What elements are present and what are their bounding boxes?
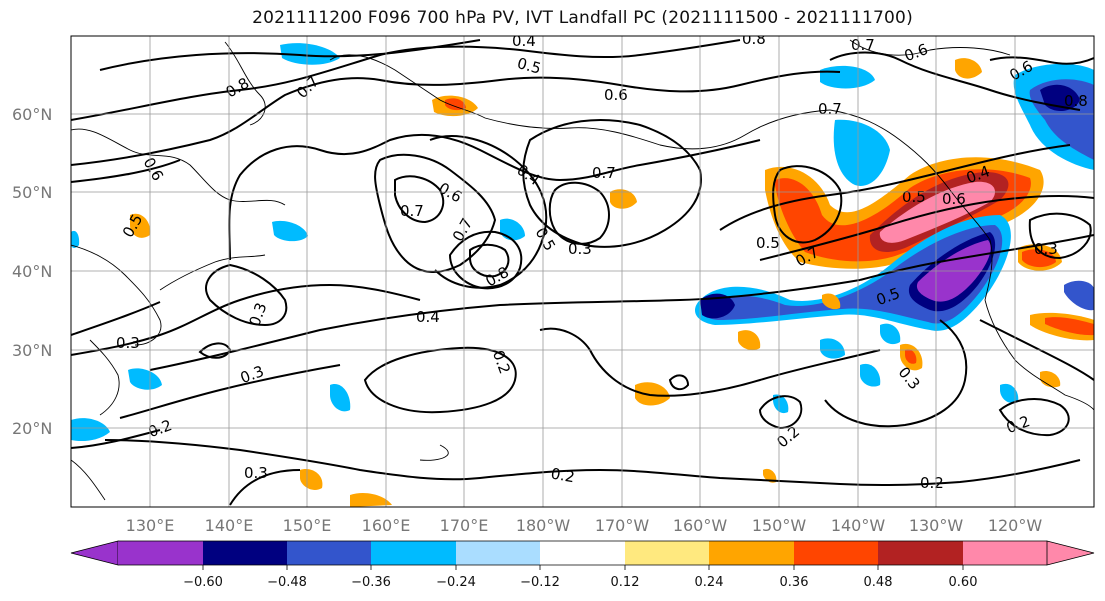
patch-4 <box>272 220 308 242</box>
opatch-14 <box>763 468 777 483</box>
colorbar-segment <box>203 541 287 565</box>
lon-label: 140°W <box>831 516 886 535</box>
lat-label: 20°N <box>12 419 52 438</box>
colorbar-tick-label: −0.36 <box>351 575 391 590</box>
negative-small-west <box>700 293 735 319</box>
patch-10 <box>860 363 881 387</box>
lon-label: 170°W <box>595 516 650 535</box>
colorbar-segment <box>540 541 625 565</box>
colorbar-segment <box>287 541 371 565</box>
opatch-3 <box>130 213 151 238</box>
patch-7 <box>330 384 351 412</box>
colorbar-segment <box>794 541 878 565</box>
opatch-13 <box>822 293 841 310</box>
colorbar: −0.60 −0.48 −0.36 −0.24 −0.12 0.12 0.24 … <box>70 540 1095 590</box>
lat-label: 60°N <box>12 105 52 124</box>
patch-8 <box>71 418 110 442</box>
opatch-8b <box>1022 249 1056 268</box>
contour-label: 0.3 <box>568 240 592 258</box>
contour-label: 0.3 <box>244 464 268 482</box>
colorbar-segment <box>709 541 794 565</box>
lon-label: 150°W <box>752 516 807 535</box>
opatch-4 <box>955 58 982 79</box>
lon-label: 180°W <box>516 516 571 535</box>
colorbar-labels: −0.60 −0.48 −0.36 −0.24 −0.12 0.12 0.24 … <box>183 575 977 590</box>
patch-6 <box>128 368 162 390</box>
contour-label: 0.7 <box>400 202 424 220</box>
lon-label: 130°E <box>126 516 175 535</box>
lon-labels: 130°E 140°E 150°E 160°E 170°E 180°W 170°… <box>126 516 1043 535</box>
lon-label: 160°E <box>362 516 411 535</box>
colorbar-tick-label: 0.60 <box>949 575 978 590</box>
colorbar-tick-label: −0.60 <box>183 575 223 590</box>
colorbar-tick-label: 0.24 <box>695 575 724 590</box>
plot-frame <box>70 35 1095 508</box>
lon-label: 120°W <box>988 516 1043 535</box>
contour-label: 0.6 <box>942 190 966 208</box>
patch-3 <box>833 119 890 186</box>
colorbar-segment <box>456 541 540 565</box>
contour-label: 0.3 <box>1034 240 1058 258</box>
patch-13 <box>1000 383 1019 404</box>
colorbar-min-arrow <box>70 540 119 566</box>
contour-label: 0.8 <box>742 30 766 48</box>
lon-label: 130°W <box>909 516 964 535</box>
lon-label: 150°E <box>283 516 332 535</box>
opatch-12 <box>1040 370 1061 388</box>
colorbar-segment <box>963 541 1047 565</box>
contour-label: 0.4 <box>512 32 536 50</box>
patch-9 <box>820 338 845 359</box>
patch-1 <box>280 43 340 65</box>
opatch-10 <box>300 469 323 490</box>
gridlines <box>71 36 1094 507</box>
contour-label: 0.6 <box>604 86 628 104</box>
colorbar-tick-label: −0.24 <box>436 575 476 590</box>
opatch-2 <box>610 189 637 209</box>
contour-label-group: 0.4 0.8 0.7 0.5 0.6 0.8 0.7 0.6 0.5 0.6 … <box>116 30 1088 492</box>
lat-label: 40°N <box>12 262 52 281</box>
colorbar-tick-label: 0.48 <box>864 575 893 590</box>
lat-label: 30°N <box>12 341 52 360</box>
opatch-6b <box>905 349 917 364</box>
colorbar-max-arrow <box>1046 540 1095 566</box>
colorbar-tick-label: −0.12 <box>520 575 560 590</box>
contour-label: 0.5 <box>515 54 543 78</box>
colorbar-tick-label: 0.12 <box>611 575 640 590</box>
colorbar-segment <box>625 541 709 565</box>
contour-label: 0.2 <box>549 464 576 486</box>
patch-12 <box>773 394 789 414</box>
colorbar-segment <box>371 541 456 565</box>
colorbar-segment <box>878 541 963 565</box>
patch-15 <box>71 230 80 248</box>
contour-label: 0.5 <box>756 234 780 252</box>
colorbar-tick-label: −0.48 <box>267 575 307 590</box>
colorbar-tick-label: 0.36 <box>780 575 809 590</box>
colorbar-segment <box>118 541 203 565</box>
contour-label: 0.2 <box>920 474 944 492</box>
contour-label: 0.7 <box>851 36 875 54</box>
opatch-5 <box>635 382 670 406</box>
contour-label: 0.8 <box>1064 92 1088 110</box>
map-title: 2021111200 F096 700 hPa PV, IVT Landfall… <box>252 8 913 28</box>
lat-labels: 60°N 50°N 40°N 30°N 20°N <box>12 105 52 438</box>
colorbar-ticks <box>202 565 964 570</box>
lon-label: 160°W <box>673 516 728 535</box>
opatch-7 <box>738 330 761 351</box>
contour-label: 0.4 <box>416 308 440 326</box>
patch-11 <box>880 323 901 345</box>
opatch-11 <box>350 493 392 507</box>
lon-label: 140°E <box>205 516 254 535</box>
patch-14 <box>1064 280 1094 311</box>
lon-label: 170°E <box>440 516 489 535</box>
contour-label: 0.7 <box>592 164 616 182</box>
contour-label: 0.5 <box>902 188 926 206</box>
opatch-9b <box>1045 317 1094 336</box>
contour-label: 0.3 <box>116 334 140 352</box>
contour-label: 0.7 <box>818 100 842 118</box>
opatch-1b <box>445 98 466 111</box>
lat-label: 50°N <box>12 183 52 202</box>
